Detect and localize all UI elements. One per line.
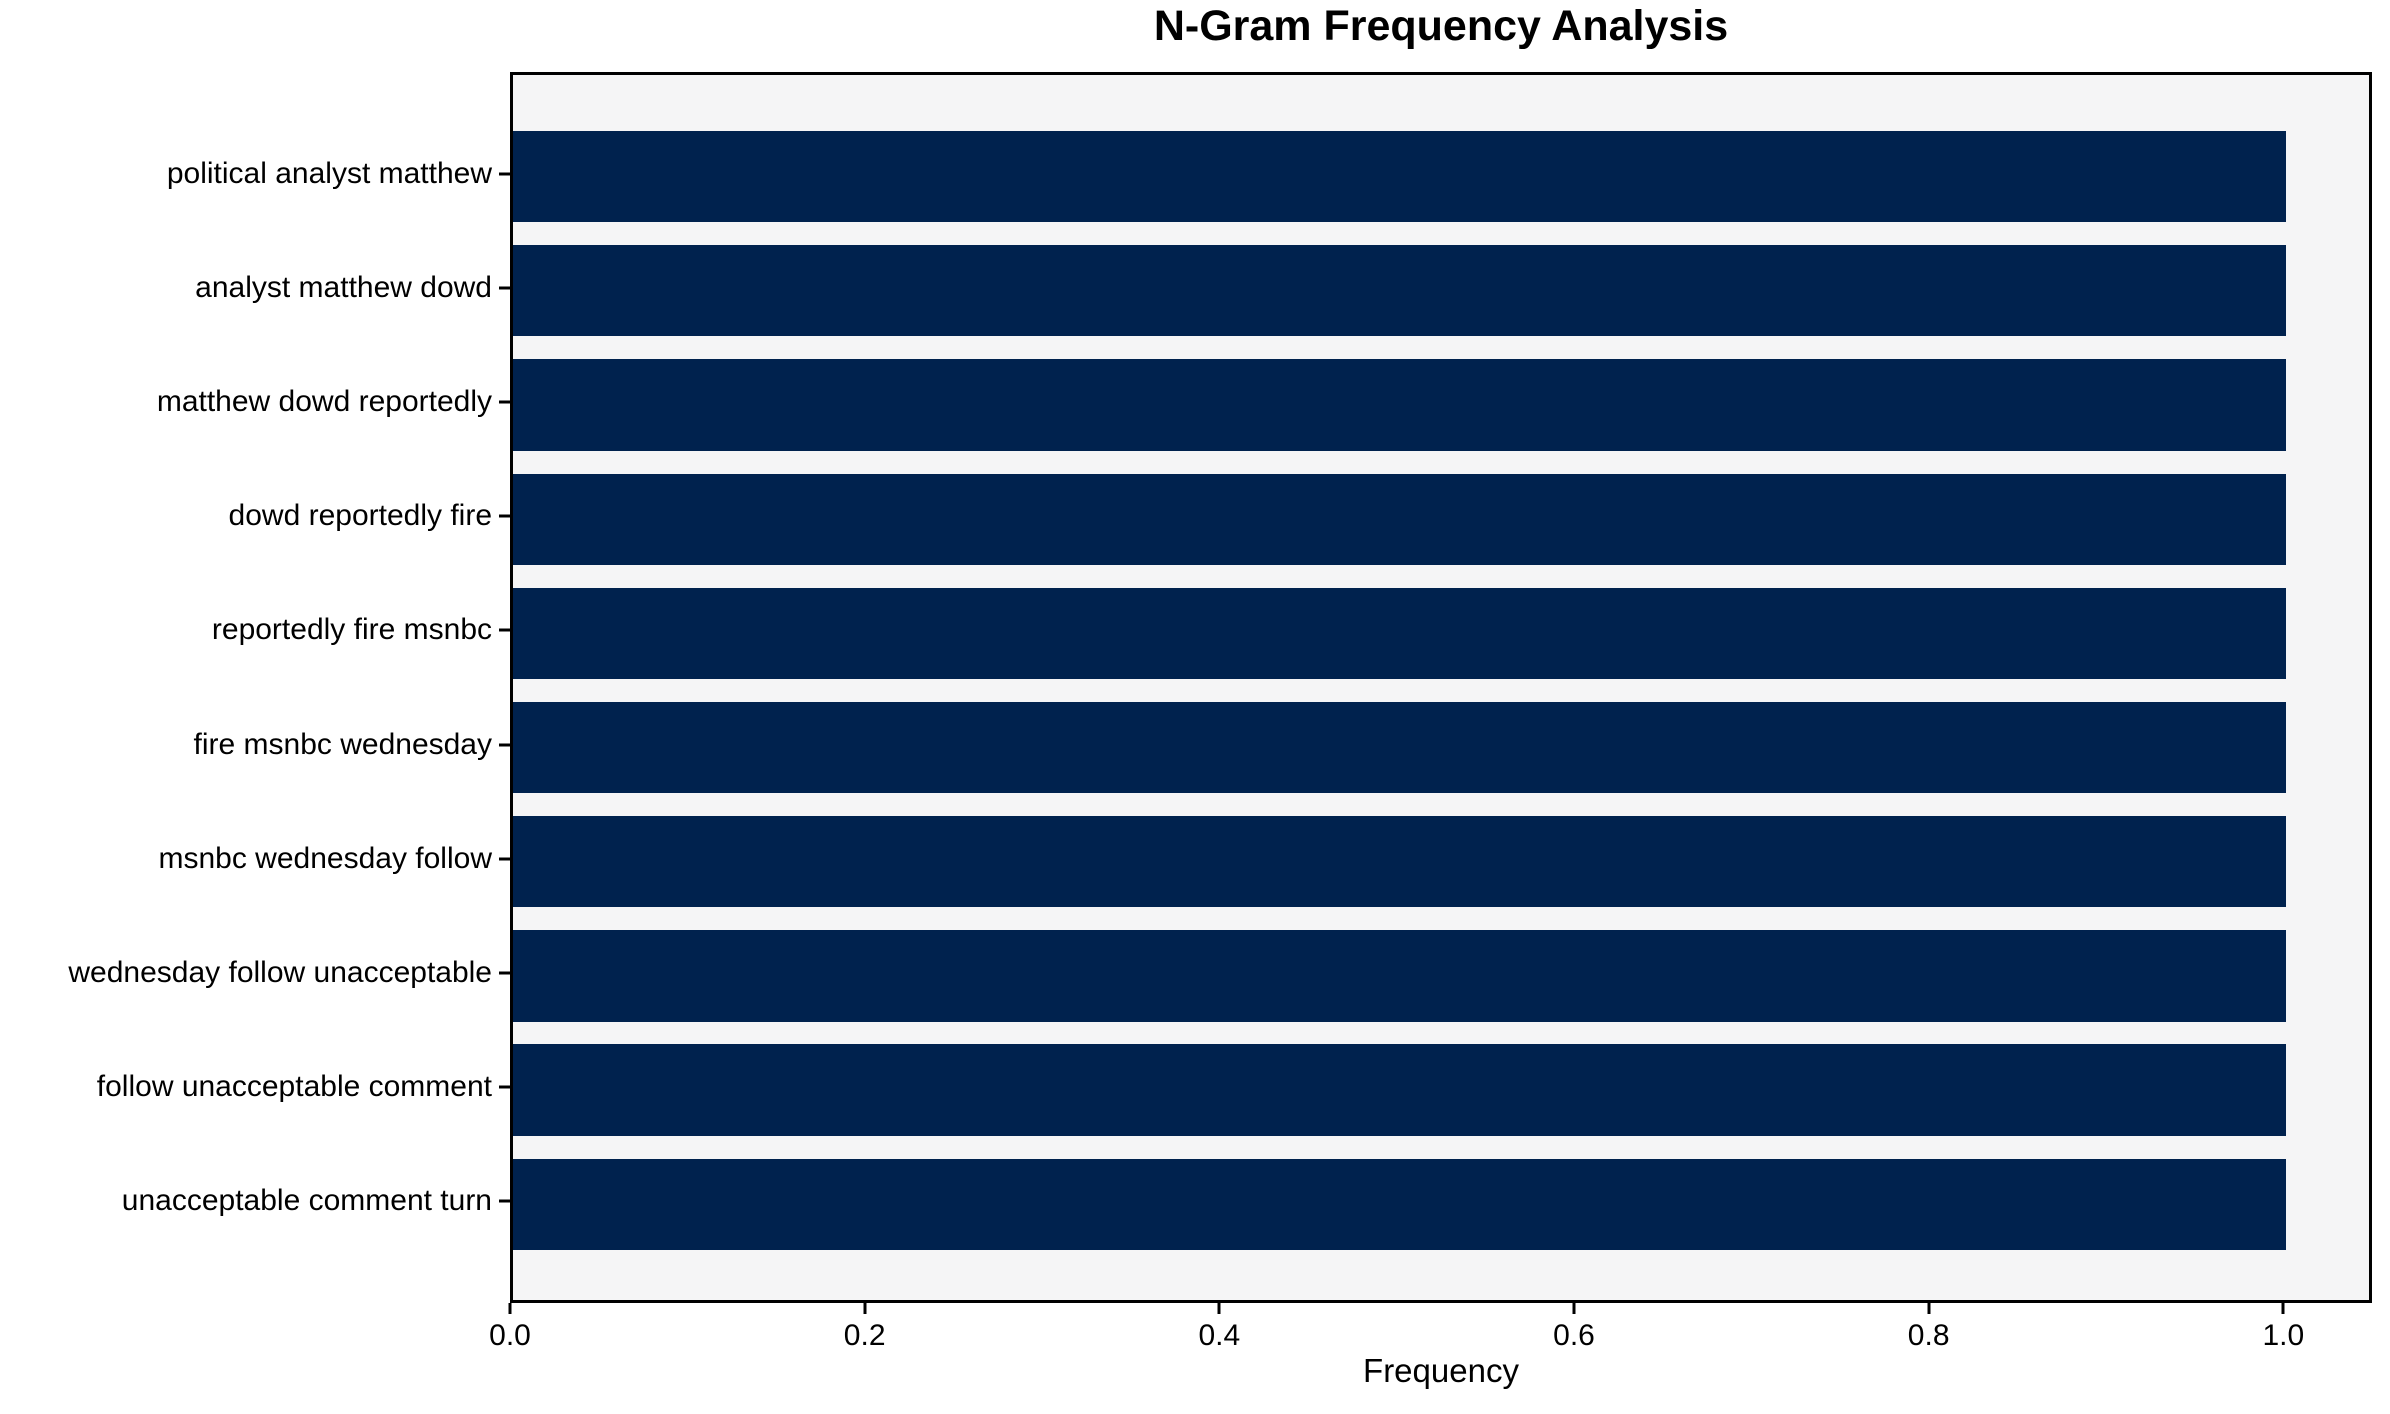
y-tick-label: analyst matthew dowd bbox=[195, 270, 492, 304]
x-tick-label: 0.0 bbox=[489, 1319, 531, 1352]
x-tick-label: 1.0 bbox=[2262, 1319, 2305, 1352]
x-tick-label: 0.6 bbox=[1553, 1319, 1595, 1352]
y-tick-mark bbox=[499, 1199, 510, 1203]
bar bbox=[513, 816, 2287, 908]
y-tick-mark bbox=[499, 172, 510, 176]
y-tick-mark bbox=[499, 971, 510, 975]
bar bbox=[513, 130, 2287, 223]
plot-area bbox=[510, 72, 2372, 1303]
x-tick-label: 0.4 bbox=[1198, 1319, 1241, 1352]
x-tick-mark bbox=[2281, 1303, 2285, 1314]
x-tick-mark bbox=[508, 1303, 512, 1314]
x-tick-mark bbox=[863, 1303, 867, 1314]
x-tick-mark bbox=[1927, 1303, 1931, 1314]
x-tick-label: 0.8 bbox=[1907, 1319, 1950, 1352]
y-tick-mark bbox=[499, 514, 510, 518]
y-tick-label: matthew dowd reportedly bbox=[156, 385, 492, 419]
x-tick-mark bbox=[1217, 1303, 1221, 1314]
y-tick-mark bbox=[499, 743, 510, 747]
y-tick-label: dowd reportedly fire bbox=[228, 499, 492, 533]
bar bbox=[513, 587, 2287, 680]
y-tick-label: wednesday follow unacceptable bbox=[68, 955, 492, 989]
bar bbox=[513, 245, 2287, 337]
y-tick-label: follow unacceptable comment bbox=[96, 1070, 492, 1104]
chart-title: N-Gram Frequency Analysis bbox=[1153, 2, 1729, 50]
bar bbox=[513, 701, 2287, 794]
bar bbox=[513, 1158, 2287, 1251]
y-tick-label: msnbc wednesday follow bbox=[158, 841, 492, 875]
y-tick-label: reportedly fire msnbc bbox=[211, 613, 492, 647]
bar bbox=[513, 359, 2287, 451]
bar bbox=[513, 473, 2287, 565]
x-tick-label: 0.2 bbox=[843, 1319, 886, 1352]
y-tick-mark bbox=[499, 286, 510, 290]
bar bbox=[513, 930, 2287, 1022]
y-tick-mark bbox=[499, 400, 510, 404]
x-axis-title: Frequency bbox=[1363, 1352, 1519, 1389]
y-tick-label: political analyst matthew bbox=[166, 156, 492, 190]
y-tick-mark bbox=[499, 857, 510, 861]
y-tick-mark bbox=[499, 1085, 510, 1089]
y-tick-label: unacceptable comment turn bbox=[121, 1184, 492, 1218]
bar bbox=[513, 1044, 2287, 1136]
x-tick-mark bbox=[1572, 1303, 1576, 1314]
y-tick-label: fire msnbc wednesday bbox=[193, 727, 492, 761]
y-tick-mark bbox=[499, 628, 510, 632]
